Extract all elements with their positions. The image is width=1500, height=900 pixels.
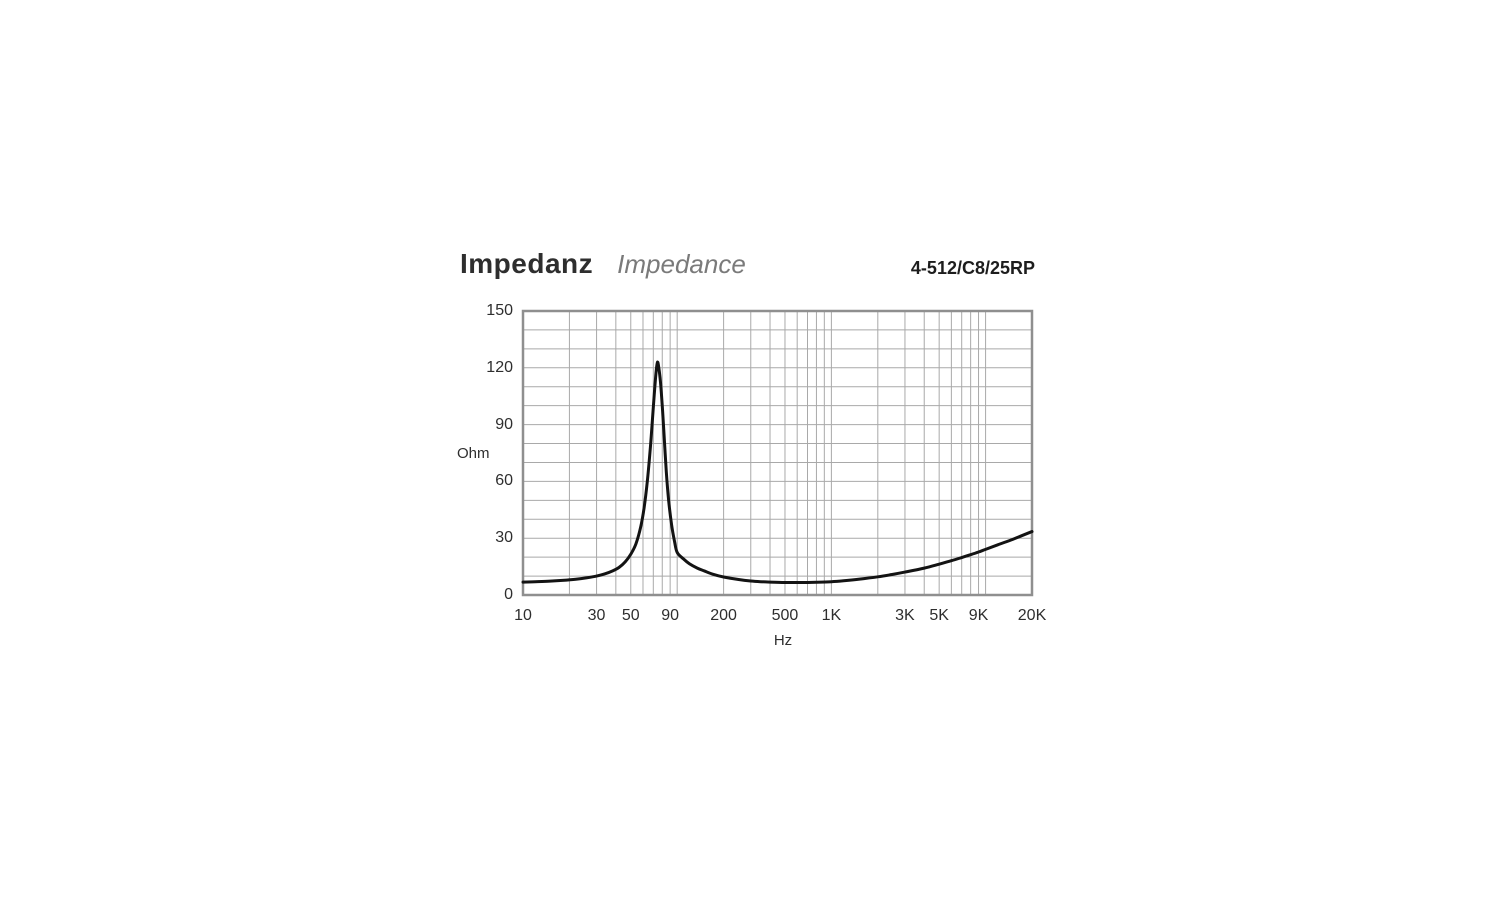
x-tick-label: 20K (1017, 607, 1047, 624)
chart-title: Impedanz Impedance (460, 249, 746, 284)
x-tick-label: 500 (771, 607, 799, 624)
x-tick-label: 3K (895, 607, 915, 624)
x-axis-unit-label: Hz (773, 632, 793, 649)
x-tick-label: 30 (587, 607, 606, 624)
chart-title-english: Impedance (617, 249, 746, 279)
x-tick-label: 200 (710, 607, 737, 624)
y-tick-label: 60 (495, 472, 513, 490)
x-tick-label: 1K (821, 607, 842, 624)
model-code: 4-512/C8/25RP (910, 258, 1035, 278)
x-tick-label: 10 (514, 607, 532, 624)
x-tick-label: 90 (661, 607, 680, 624)
x-tick-label: 5K (929, 607, 949, 624)
x-tick-label: 50 (621, 607, 640, 624)
y-axis-unit-label: Ohm (457, 445, 490, 462)
impedance-curve (521, 360, 1034, 585)
y-tick-label: 120 (486, 358, 513, 376)
y-tick-label: 150 (486, 302, 513, 319)
chart-title-german: Impedanz (460, 248, 594, 279)
y-tick-label: 90 (495, 415, 513, 433)
x-tick-label: 9K (968, 607, 989, 624)
impedance-plot (521, 309, 1034, 597)
y-tick-label: 30 (495, 529, 513, 547)
y-tick-label: 0 (504, 586, 513, 603)
plot-border (521, 309, 1034, 597)
